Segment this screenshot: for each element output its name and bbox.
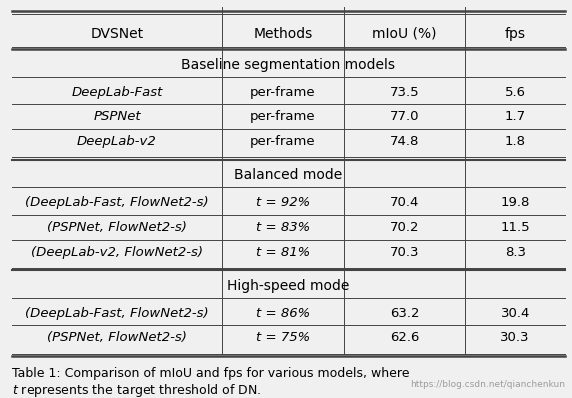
Text: 30.4: 30.4 — [500, 306, 530, 320]
Text: 70.3: 70.3 — [390, 246, 419, 259]
Text: PSPNet: PSPNet — [93, 110, 141, 123]
Text: per-frame: per-frame — [250, 135, 316, 148]
Text: 19.8: 19.8 — [500, 196, 530, 209]
Text: fps: fps — [505, 27, 526, 41]
Text: (DeepLab-v2, FlowNet2-s): (DeepLab-v2, FlowNet2-s) — [31, 246, 203, 259]
Text: per-frame: per-frame — [250, 110, 316, 123]
Text: 5.6: 5.6 — [505, 86, 526, 99]
Text: t = 86%: t = 86% — [256, 306, 310, 320]
Text: 30.3: 30.3 — [500, 331, 530, 344]
Text: (PSPNet, FlowNet2-s): (PSPNet, FlowNet2-s) — [47, 221, 187, 234]
Text: 74.8: 74.8 — [390, 135, 419, 148]
Text: Table 1: Comparison of mIoU and fps for various models, where
$t$ represents the: Table 1: Comparison of mIoU and fps for … — [12, 367, 410, 398]
Text: (DeepLab-Fast, FlowNet2-s): (DeepLab-Fast, FlowNet2-s) — [25, 306, 209, 320]
Text: 11.5: 11.5 — [500, 221, 530, 234]
Text: per-frame: per-frame — [250, 86, 316, 99]
Text: t = 81%: t = 81% — [256, 246, 310, 259]
Text: t = 75%: t = 75% — [256, 331, 310, 344]
Text: Baseline segmentation models: Baseline segmentation models — [181, 58, 395, 72]
Text: (DeepLab-Fast, FlowNet2-s): (DeepLab-Fast, FlowNet2-s) — [25, 196, 209, 209]
Text: 1.7: 1.7 — [505, 110, 526, 123]
Text: 63.2: 63.2 — [390, 306, 419, 320]
Text: DeepLab-v2: DeepLab-v2 — [77, 135, 157, 148]
Text: t = 92%: t = 92% — [256, 196, 310, 209]
Text: t = 83%: t = 83% — [256, 221, 310, 234]
Text: 62.6: 62.6 — [390, 331, 419, 344]
Text: 73.5: 73.5 — [390, 86, 419, 99]
Text: mIoU (%): mIoU (%) — [372, 27, 437, 41]
Text: 70.2: 70.2 — [390, 221, 419, 234]
Text: High-speed mode: High-speed mode — [227, 279, 349, 293]
Text: (PSPNet, FlowNet2-s): (PSPNet, FlowNet2-s) — [47, 331, 187, 344]
Text: https://blog.csdn.net/qianchenkun: https://blog.csdn.net/qianchenkun — [410, 380, 565, 389]
Text: 8.3: 8.3 — [505, 246, 526, 259]
Text: 77.0: 77.0 — [390, 110, 419, 123]
Text: Balanced mode: Balanced mode — [235, 168, 343, 182]
Text: 1.8: 1.8 — [505, 135, 526, 148]
Text: DeepLab-Fast: DeepLab-Fast — [72, 86, 162, 99]
Text: DVSNet: DVSNet — [90, 27, 144, 41]
Text: 70.4: 70.4 — [390, 196, 419, 209]
Text: Methods: Methods — [253, 27, 312, 41]
